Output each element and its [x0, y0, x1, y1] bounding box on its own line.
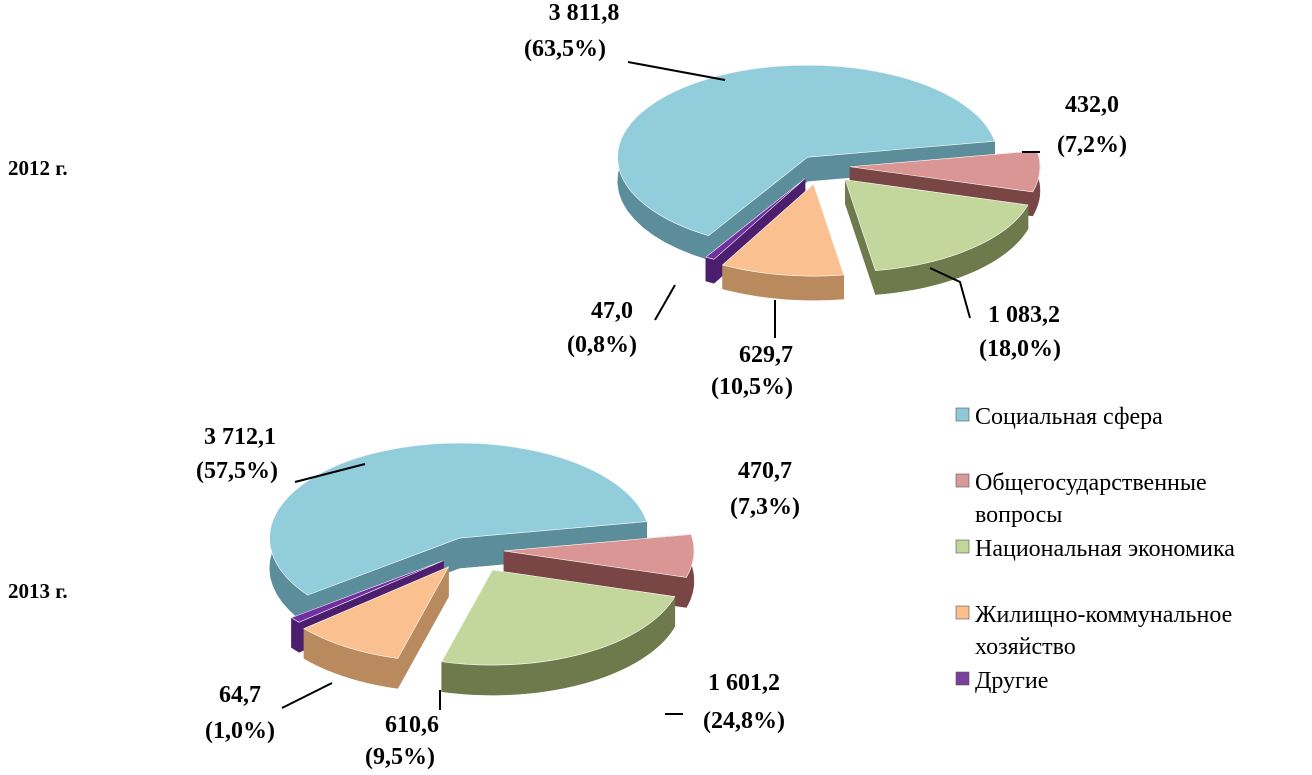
data-label-value: 470,7: [738, 458, 792, 484]
legend-item: Другие: [955, 668, 1048, 694]
legend-item: Общегосударственные вопросы: [955, 470, 1207, 528]
data-label-percent: (7,2%): [1057, 132, 1127, 158]
legend-label: Национальная экономика: [975, 536, 1235, 562]
data-label-value: 3 811,8: [549, 0, 620, 26]
legend-swatch: [955, 671, 970, 686]
pie-slice-жилищно-коммунальное-хозяйство: [303, 565, 450, 690]
data-label-percent: (24,8%): [703, 708, 785, 734]
year-label: 2012 г.: [8, 156, 68, 180]
data-label-value: 629,7: [739, 342, 793, 368]
legend-swatch: [955, 539, 970, 554]
legend-swatch: [955, 407, 970, 422]
data-label-value: 432,0: [1065, 92, 1119, 118]
data-label-value: 1 601,2: [708, 670, 780, 696]
data-label-value: 1 083,2: [988, 302, 1060, 328]
legend: Социальная сфера Общегосударственные вопро…: [955, 404, 1235, 694]
leader-line: [281, 682, 333, 709]
legend-item: Жилищно-коммунальное хозяйство: [955, 602, 1232, 660]
data-label-value: 3 712,1: [204, 424, 276, 450]
legend-label: Другие: [975, 668, 1048, 694]
data-label-percent: (63,5%): [524, 36, 606, 62]
data-label-percent: (57,5%): [196, 458, 278, 484]
legend-label: хозяйство: [975, 634, 1076, 660]
leader-line: [929, 267, 971, 319]
legend-label: вопросы: [975, 502, 1062, 528]
legend-label: Социальная сфера: [975, 404, 1163, 430]
data-label-percent: (1,0%): [205, 718, 275, 744]
legend-label: Общегосударственные: [975, 470, 1207, 496]
leader-line: [627, 61, 726, 81]
legend-item: Социальная сфера: [955, 404, 1163, 430]
pie-chart-1: 2012 г. 3 811,8 (63,5%) 432,0 (7,2%) 1 083,2 (…: [8, 0, 1127, 400]
pie-slice-жилищно-коммунальное-хозяйство: [721, 183, 845, 301]
data-label-percent: (7,3%): [730, 494, 800, 520]
data-label-value: 47,0: [591, 298, 633, 324]
year-label: 2013 г.: [8, 579, 68, 603]
leader-line: [294, 463, 366, 483]
data-label-percent: (0,8%): [567, 332, 637, 358]
legend-item: Национальная экономика: [955, 536, 1235, 562]
pie-slice-национальная-экономика: [844, 179, 1029, 295]
pie-slice-национальная-экономика: [441, 569, 676, 696]
data-label-value: 610,6: [385, 712, 439, 738]
pie-slice-социальная-сфера: [269, 442, 648, 626]
data-label-percent: (18,0%): [979, 336, 1061, 362]
legend-swatch: [955, 605, 970, 620]
leader-line: [654, 284, 676, 321]
pie-slice-социальная-сфера: [617, 64, 996, 261]
legend-swatch: [955, 473, 970, 488]
legend-label: Жилищно-коммунальное: [975, 602, 1232, 628]
pie-chart-2: 2013 г. 3 712,1 (57,5%) 470,7 (7,3%) 1 601,2 (…: [8, 424, 800, 770]
data-label-percent: (10,5%): [711, 374, 793, 400]
data-label-value: 64,7: [219, 682, 261, 708]
data-label-percent: (9,5%): [365, 744, 435, 770]
